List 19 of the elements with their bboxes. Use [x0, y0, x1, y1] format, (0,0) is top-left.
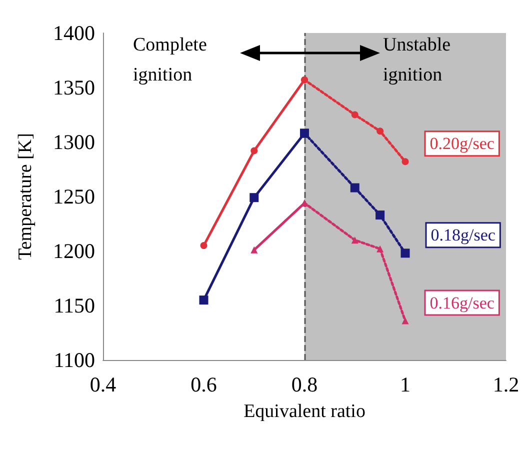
y-tick-label: 1400 — [53, 21, 95, 45]
y-tick-label: 1350 — [53, 76, 95, 100]
series-label: 0.16g/sec — [430, 293, 495, 312]
x-tick-label: 1.2 — [492, 372, 520, 396]
y-axis-title: Temperature [K] — [15, 133, 36, 260]
annotation: Unstable ignition — [383, 34, 451, 86]
x-tick-label: 1 — [400, 372, 410, 396]
series-label: 0.18g/sec — [430, 226, 496, 245]
x-tick-label: 0.8 — [291, 372, 318, 396]
annotation: Complete ignition — [133, 34, 207, 86]
y-tick-label: 1200 — [53, 239, 95, 263]
y-tick-label: 1250 — [53, 184, 95, 208]
y-tick-label: 1300 — [53, 130, 95, 154]
y-tick-label: 1100 — [54, 348, 95, 372]
x-tick-label: 0.6 — [190, 372, 217, 396]
x-axis-title: Equivalent ratio — [244, 401, 366, 422]
y-tick-label: 1150 — [54, 294, 95, 318]
series-label: 0.20g/sec — [430, 134, 495, 154]
x-tick-label: 0.4 — [90, 372, 117, 396]
